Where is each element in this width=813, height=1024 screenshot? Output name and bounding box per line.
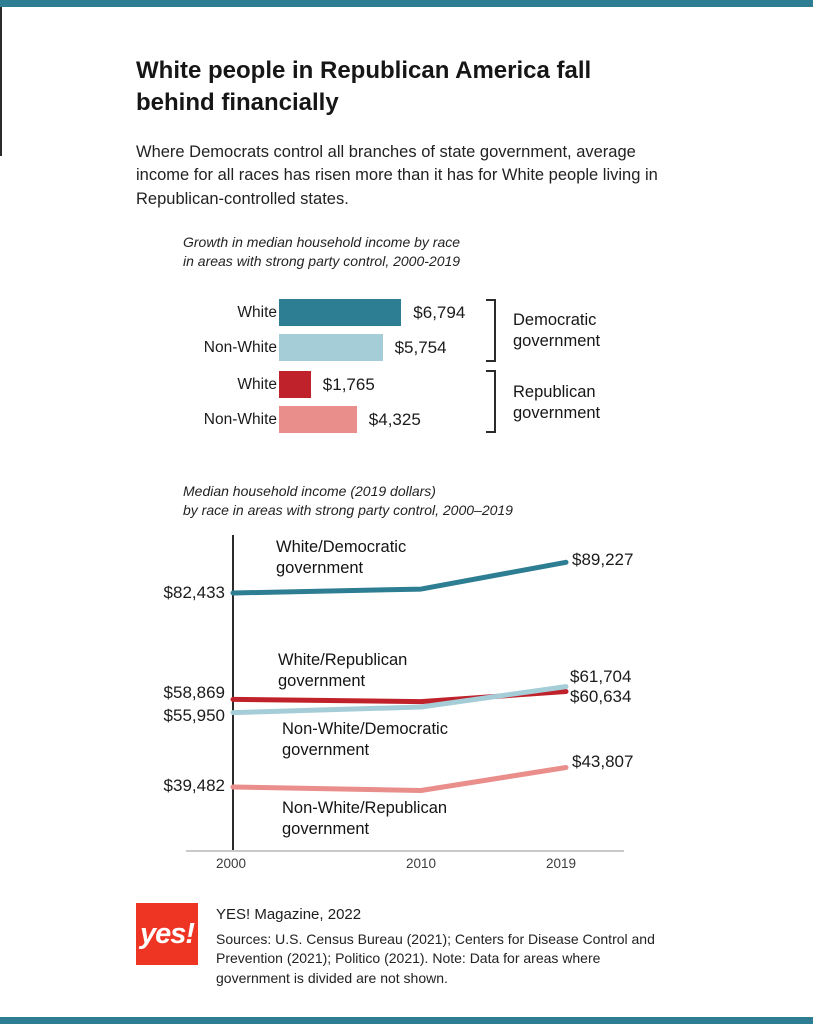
end-label-nonwhite-democratic: $61,704 (570, 667, 632, 686)
series-label-line1: Non-White/Democratic (282, 720, 448, 738)
magazine-credit: YES! Magazine, 2022 (216, 906, 362, 923)
end-label-white-republican: $60,634 (570, 687, 632, 706)
start-label-white-democratic: $82,433 (163, 583, 225, 602)
republican-group-label-line1: Republican (513, 383, 596, 401)
bar-category-label: White (237, 303, 277, 321)
top-accent-band (0, 0, 813, 7)
line-chart (186, 535, 624, 852)
bar-chart: White $6,794 Non-White $5,754 White $1,7… (0, 0, 813, 433)
bar-chart-axis (0, 0, 2, 156)
sources-note: Sources: U.S. Census Bureau (2021); Cent… (216, 931, 655, 986)
democratic-group-label: Democratic government (513, 310, 600, 352)
bar-value-label: $6,794 (413, 302, 466, 322)
start-label-nonwhite-republican: $39,482 (163, 776, 225, 795)
republican-group-label-line2: government (513, 404, 601, 422)
bar-nonwhite-democratic (279, 334, 383, 361)
bar-value-label: $4,325 (368, 409, 421, 429)
bar-value-label: $5,754 (394, 337, 447, 357)
series-label-line2: government (282, 741, 370, 759)
series-label-line2: government (278, 672, 366, 690)
series-line (230, 765, 569, 793)
bar-nonwhite-republican (279, 406, 357, 433)
series-label-line1: White/Democratic (276, 538, 407, 556)
page-title: White people in Republican America fall … (136, 57, 592, 116)
x-tick-2000: 2000 (215, 856, 247, 871)
start-label-white-republican: $58,869 (163, 683, 225, 702)
bar-row-white-republican: White $1,765 (138, 371, 375, 398)
democratic-group-bracket (486, 299, 496, 362)
intro-text: Where Democrats control all branches of … (136, 143, 658, 208)
bar-category-label: White (237, 375, 277, 393)
series-label-line2: government (276, 559, 364, 577)
end-label-nonwhite-republican: $43,807 (572, 752, 634, 771)
bottom-accent-band (0, 1017, 813, 1024)
bar-category-label: Non-White (203, 410, 277, 428)
end-label-white-democratic: $89,227 (572, 550, 634, 569)
series-label-nonwhite-republican: Non-White/Republican government (282, 798, 447, 840)
democratic-group-label-line2: government (513, 332, 601, 350)
series-label-line2: government (282, 820, 370, 838)
series-label-nonwhite-democratic: Non-White/Democratic government (282, 719, 448, 761)
series-label-line1: White/Republican (278, 651, 408, 669)
line-chart-caption: Median household income (2019 dollars) b… (183, 482, 583, 520)
republican-group-bracket (486, 370, 496, 433)
x-tick-2019: 2019 (545, 856, 577, 871)
bar-category-label: Non-White (203, 338, 277, 356)
series-label-line1: Non-White/Republican (282, 799, 448, 817)
bar-white-democratic (279, 299, 402, 326)
bar-chart-caption-line1: Growth in median household income by rac… (183, 234, 461, 250)
series-label-white-republican: White/Republican government (278, 650, 407, 692)
republican-group-label: Republican government (513, 382, 600, 424)
series-line (230, 559, 569, 596)
bar-row-nonwhite-democratic: Non-White $5,754 (138, 334, 447, 361)
bar-chart-caption: Growth in median household income by rac… (183, 233, 513, 271)
bar-row-white-democratic: White $6,794 (138, 299, 465, 326)
line-chart-caption-line1: Median household income (2019 dollars) (183, 483, 436, 499)
series-label-white-democratic: White/Democratic government (276, 537, 406, 579)
bar-value-label: $1,765 (322, 374, 375, 394)
bar-white-republican (279, 371, 311, 398)
series-line (230, 684, 569, 716)
bar-row-nonwhite-republican: Non-White $4,325 (138, 406, 421, 433)
bar-chart-caption-line2: in areas with strong party control, 2000… (183, 253, 461, 270)
start-label-nonwhite-democratic: $55,950 (163, 706, 225, 725)
line-chart-caption-line2: by race in areas with strong party contr… (183, 502, 513, 519)
democratic-group-label-line1: Democratic (513, 311, 597, 329)
x-tick-2010: 2010 (405, 856, 437, 871)
yes-magazine-logo: yes! (136, 903, 198, 965)
